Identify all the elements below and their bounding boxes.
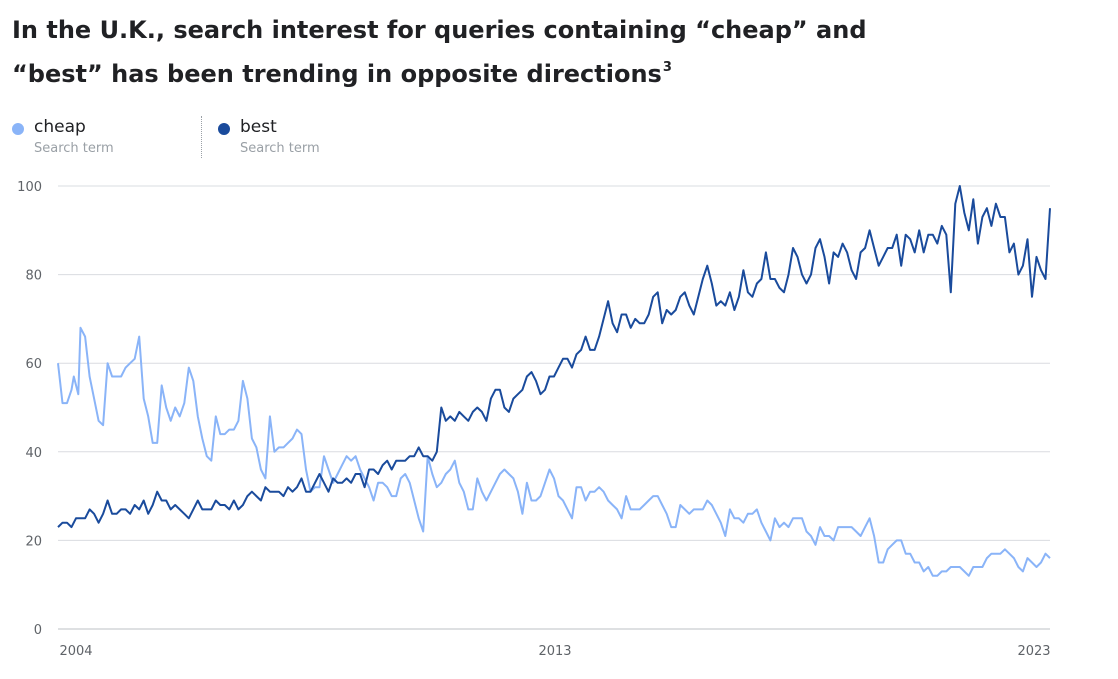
legend-label-cheap: cheap [34, 117, 86, 137]
x-tick-label-2013: 2013 [538, 644, 571, 659]
y-tick-label: 60 [25, 357, 42, 372]
series-line-cheap[interactable] [57, 326, 1051, 577]
chart-title: In the U.K., search interest for queries… [12, 16, 867, 88]
y-tick-label: 20 [25, 534, 42, 549]
legend-sublabel-best: Search term [240, 141, 320, 156]
legend-dot-best [218, 123, 230, 135]
y-tick-label: 0 [34, 623, 42, 638]
y-tick-label: 100 [17, 180, 42, 195]
y-tick-label: 40 [25, 446, 42, 461]
legend-divider [201, 116, 202, 158]
footnote-marker: 3 [662, 60, 672, 75]
legend-label-best: best [240, 117, 277, 137]
x-tick-label-2023: 2023 [1017, 644, 1050, 659]
legend-sublabel-cheap: Search term [34, 141, 114, 156]
series-line-best[interactable] [57, 185, 1051, 529]
x-tick-label-2004: 2004 [59, 644, 92, 659]
y-tick-label: 80 [25, 269, 42, 284]
legend-dot-cheap [12, 123, 24, 135]
